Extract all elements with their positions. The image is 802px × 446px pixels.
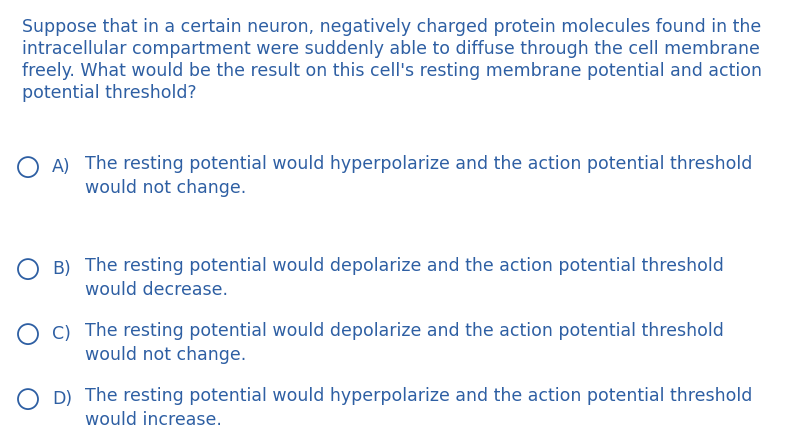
Text: Suppose that in a certain neuron, negatively charged protein molecules found in : Suppose that in a certain neuron, negati… bbox=[22, 18, 760, 36]
Text: A): A) bbox=[52, 158, 71, 176]
Text: B): B) bbox=[52, 260, 71, 278]
Text: would increase.: would increase. bbox=[85, 411, 221, 429]
Text: would not change.: would not change. bbox=[85, 179, 246, 197]
Text: The resting potential would depolarize and the action potential threshold: The resting potential would depolarize a… bbox=[85, 257, 723, 275]
Text: The resting potential would depolarize and the action potential threshold: The resting potential would depolarize a… bbox=[85, 322, 723, 340]
Text: potential threshold?: potential threshold? bbox=[22, 84, 196, 102]
Text: C): C) bbox=[52, 325, 71, 343]
Text: would not change.: would not change. bbox=[85, 346, 246, 364]
Text: intracellular compartment were suddenly able to diffuse through the cell membran: intracellular compartment were suddenly … bbox=[22, 40, 759, 58]
Text: would decrease.: would decrease. bbox=[85, 281, 228, 299]
Text: The resting potential would hyperpolarize and the action potential threshold: The resting potential would hyperpolariz… bbox=[85, 387, 751, 405]
Text: D): D) bbox=[52, 390, 72, 408]
Text: freely. What would be the result on this cell's resting membrane potential and a: freely. What would be the result on this… bbox=[22, 62, 761, 80]
Text: The resting potential would hyperpolarize and the action potential threshold: The resting potential would hyperpolariz… bbox=[85, 155, 751, 173]
